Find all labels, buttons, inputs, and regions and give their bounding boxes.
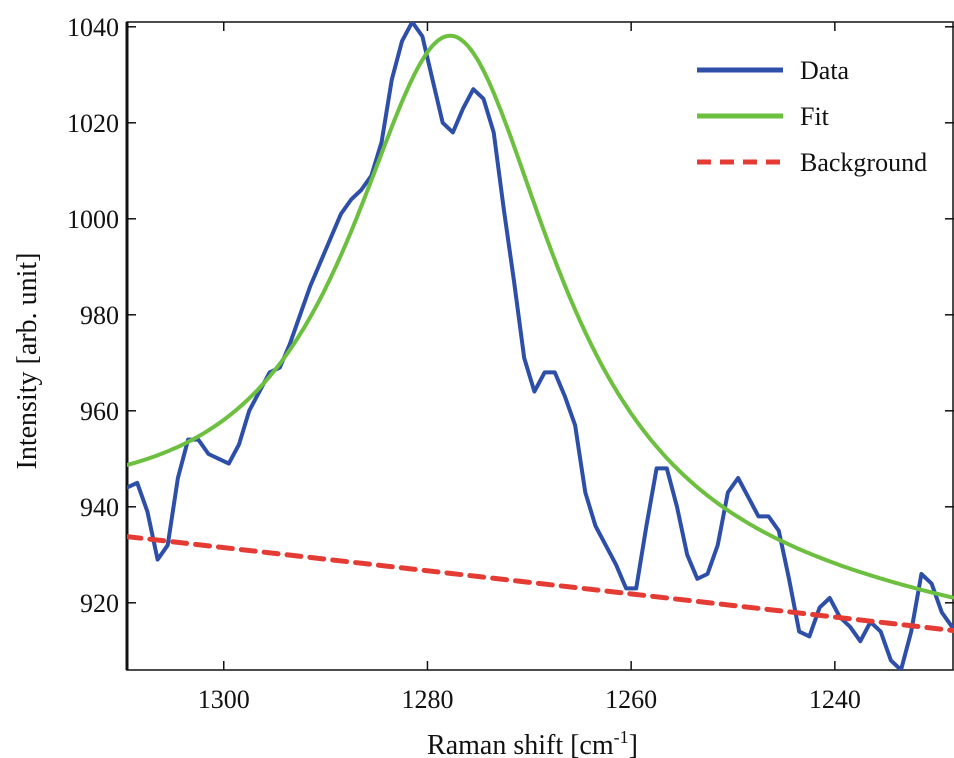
x-axis-label-main: Raman shift [cm	[427, 730, 614, 758]
axes: 1300 1280 1260 1240 920 940 960 980 1000 1020 104…	[67, 13, 954, 714]
y-tick-label: 1040	[67, 13, 119, 42]
series-lines	[127, 22, 954, 670]
x-axis-label-tail: ]	[629, 730, 638, 758]
x-axis-ticks: 1300 1280 1260 1240	[198, 22, 861, 714]
legend: Data Fit Background	[697, 56, 927, 177]
x-axis-label-superscript: -1	[614, 727, 629, 747]
series-line-background	[127, 534, 954, 634]
y-tick-label: 940	[80, 493, 119, 522]
series-line-fit	[127, 33, 954, 600]
x-tick-label: 1280	[401, 685, 453, 714]
y-axis-label: Intensity [arb. unit]	[12, 253, 43, 470]
x-tick-label: 1260	[605, 685, 657, 714]
y-tick-label: 960	[80, 397, 119, 426]
plot-frame	[126, 21, 954, 671]
y-tick-label: 1000	[67, 205, 119, 234]
y-tick-label: 1020	[67, 109, 119, 138]
x-axis-label: Raman shift [cm-1]	[427, 727, 638, 758]
legend-label-data: Data	[800, 56, 850, 85]
legend-label-fit: Fit	[800, 102, 830, 131]
legend-label-background: Background	[800, 148, 927, 177]
x-tick-label: 1240	[809, 685, 861, 714]
x-tick-label: 1300	[198, 685, 250, 714]
y-tick-label: 920	[80, 589, 119, 618]
y-axis-ticks: 920 940 960 980 1000 1020 1040	[67, 13, 954, 618]
y-tick-label: 980	[80, 301, 119, 330]
